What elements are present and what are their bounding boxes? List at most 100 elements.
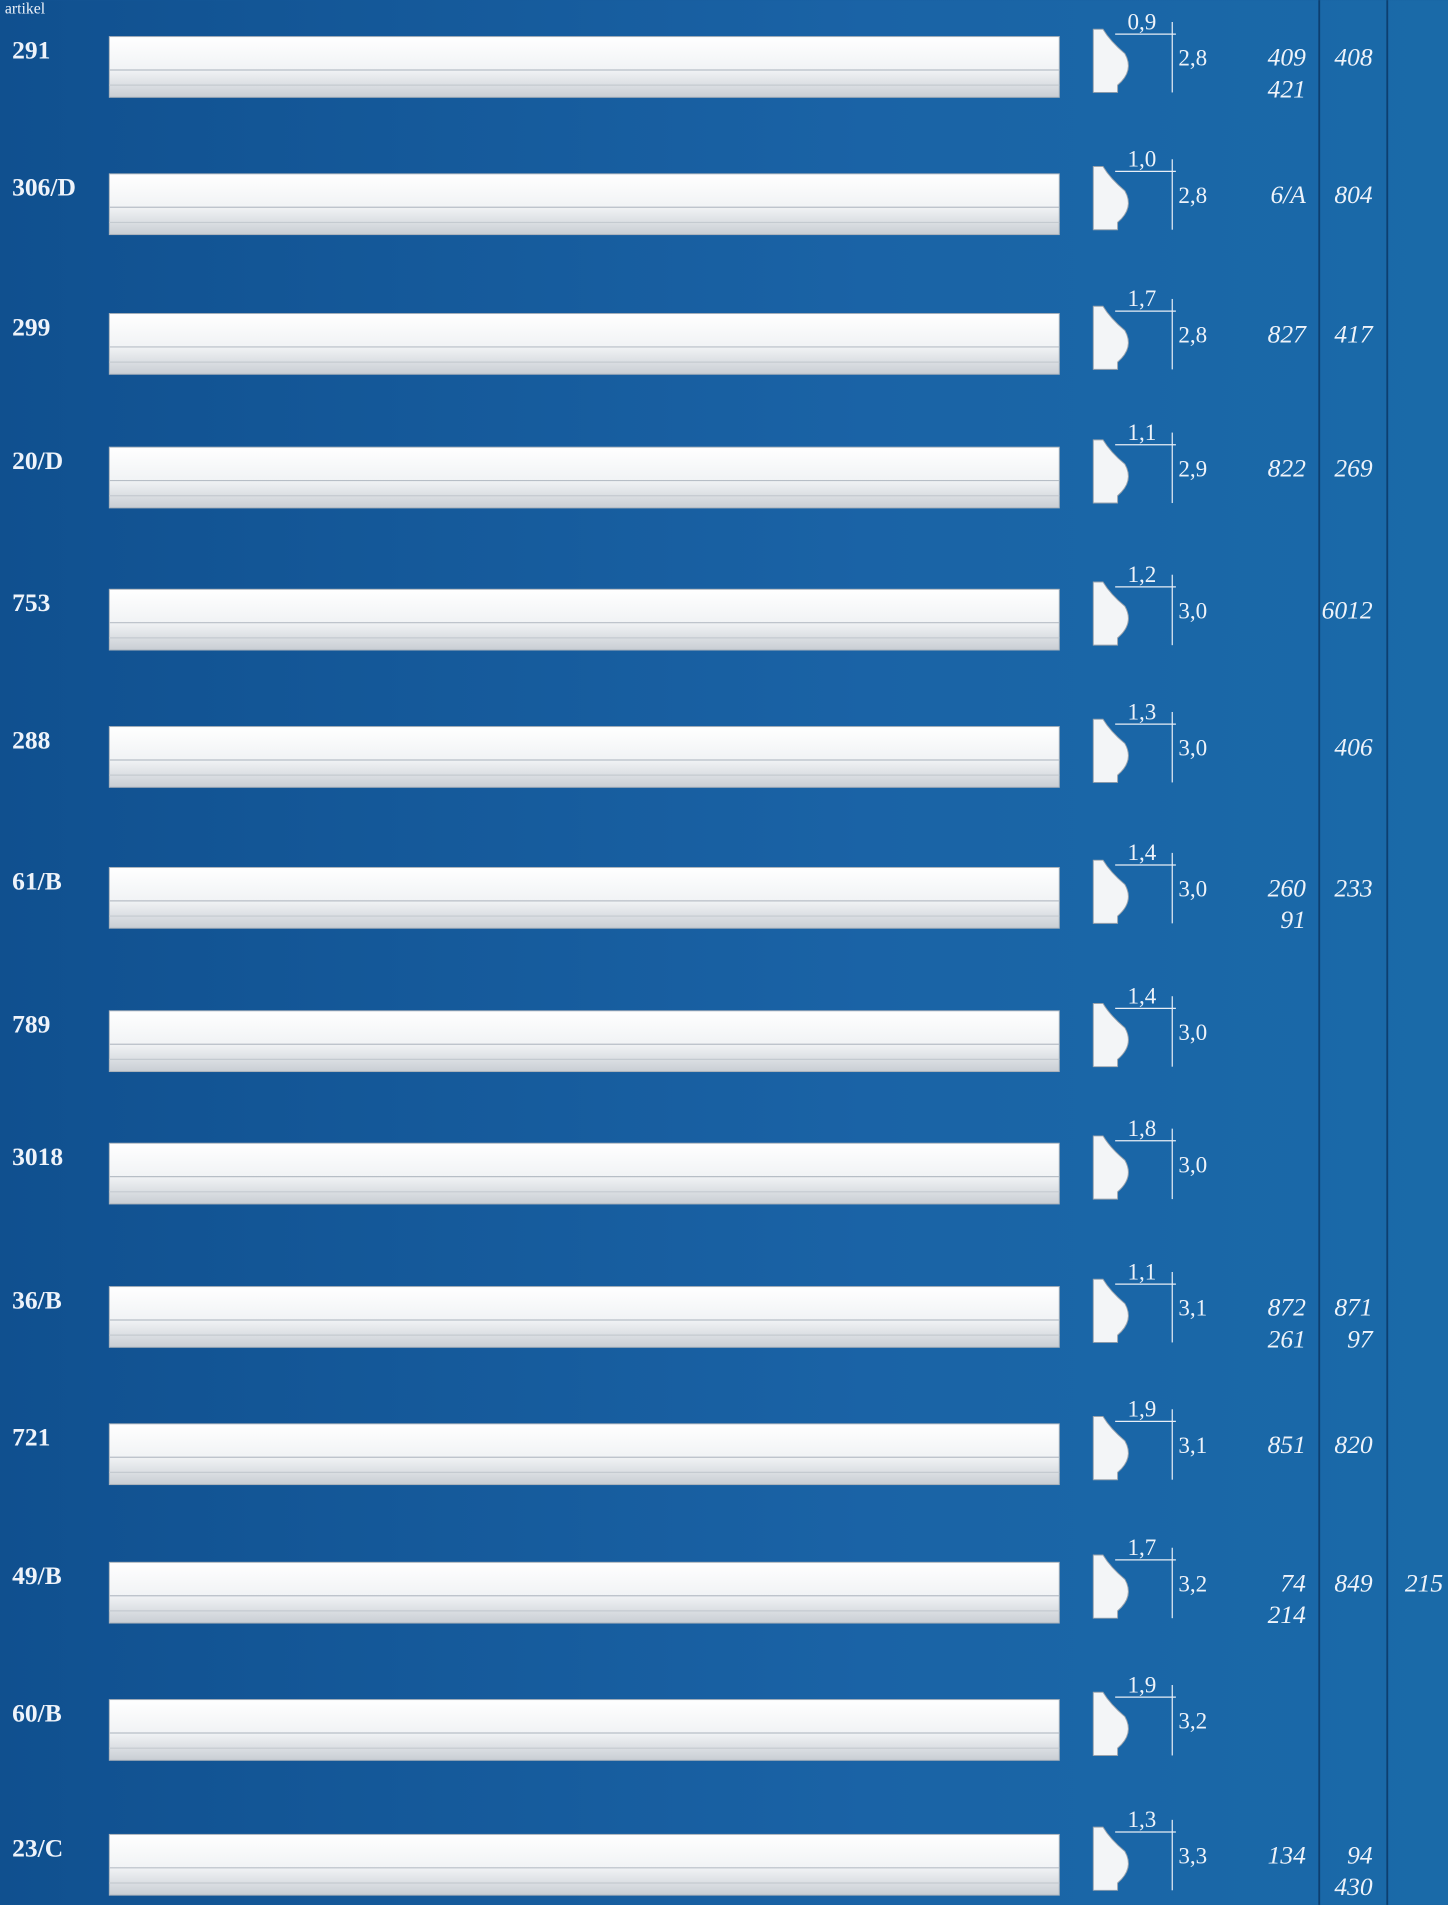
depth: 1,9 bbox=[1127, 1671, 1156, 1697]
depth: 1,1 bbox=[1127, 419, 1156, 445]
reference-number: 74 bbox=[1280, 1568, 1306, 1597]
moulding bbox=[108, 1561, 1060, 1624]
reference-number: 260 bbox=[1268, 874, 1306, 903]
reference-number: 871 bbox=[1334, 1293, 1372, 1322]
profile bbox=[1092, 166, 1129, 231]
reference-number: 421 bbox=[1268, 74, 1306, 103]
article-code: 49/B bbox=[12, 1561, 62, 1590]
moulding bbox=[108, 313, 1060, 375]
depth: 1,7 bbox=[1127, 1534, 1156, 1560]
profile bbox=[1092, 1691, 1129, 1756]
moulding bbox=[108, 1699, 1060, 1761]
profile bbox=[1092, 1826, 1129, 1891]
height: 3,1 bbox=[1178, 1432, 1207, 1458]
reference-number: 820 bbox=[1334, 1430, 1373, 1459]
profile bbox=[1092, 1416, 1129, 1481]
depth: 1,4 bbox=[1127, 983, 1156, 1009]
depth: 1,0 bbox=[1127, 146, 1156, 172]
article-code: 20/D bbox=[12, 446, 63, 475]
article-code: 23/C bbox=[12, 1833, 63, 1862]
height: 3,1 bbox=[1178, 1295, 1207, 1321]
header-label: artikel bbox=[5, 0, 46, 17]
reference-number: 6/A bbox=[1270, 180, 1306, 209]
depth: 1,8 bbox=[1127, 1115, 1156, 1141]
moulding bbox=[108, 1833, 1060, 1896]
article-code: 753 bbox=[12, 588, 50, 617]
article-code: 299 bbox=[12, 312, 50, 341]
article-code: 721 bbox=[12, 1423, 50, 1452]
height: 3,3 bbox=[1178, 1843, 1207, 1869]
depth: 1,9 bbox=[1127, 1396, 1156, 1422]
moulding bbox=[108, 866, 1060, 929]
height: 3,2 bbox=[1178, 1570, 1207, 1596]
height: 3,0 bbox=[1178, 597, 1207, 623]
reference-number: 97 bbox=[1347, 1324, 1374, 1353]
height: 3,0 bbox=[1178, 1019, 1207, 1045]
depth: 1,4 bbox=[1127, 839, 1156, 865]
reference-number: 430 bbox=[1334, 1872, 1373, 1901]
reference-number: 872 bbox=[1268, 1293, 1306, 1322]
depth: 1,2 bbox=[1127, 561, 1156, 587]
reference-number: 849 bbox=[1334, 1568, 1373, 1597]
profile bbox=[1092, 1278, 1129, 1343]
moulding bbox=[108, 1423, 1060, 1486]
article-code: 306/D bbox=[12, 173, 76, 202]
article-code: 36/B bbox=[12, 1285, 62, 1314]
depth: 1,1 bbox=[1127, 1258, 1156, 1284]
article-code: 3018 bbox=[12, 1142, 63, 1171]
reference-number: 233 bbox=[1334, 874, 1372, 903]
reference-number: 409 bbox=[1268, 43, 1306, 72]
reference-number: 851 bbox=[1268, 1430, 1306, 1459]
reference-number: 94 bbox=[1347, 1841, 1373, 1870]
moulding bbox=[108, 1142, 1060, 1205]
reference-number: 214 bbox=[1268, 1600, 1306, 1629]
reference-number: 215 bbox=[1405, 1568, 1443, 1597]
height: 3,0 bbox=[1178, 735, 1207, 761]
height: 2,8 bbox=[1178, 45, 1207, 71]
article-code: 61/B bbox=[12, 866, 62, 895]
reference-number: 406 bbox=[1334, 733, 1373, 762]
profile bbox=[1092, 305, 1129, 370]
profile bbox=[1092, 1135, 1129, 1200]
depth: 1,3 bbox=[1127, 1806, 1156, 1832]
reference-number: 6012 bbox=[1322, 595, 1373, 624]
height: 2,8 bbox=[1178, 182, 1207, 208]
moulding bbox=[108, 1010, 1060, 1073]
reference-number: 134 bbox=[1268, 1841, 1306, 1870]
height: 3,0 bbox=[1178, 876, 1207, 902]
height: 3,0 bbox=[1178, 1151, 1207, 1177]
article-code: 60/B bbox=[12, 1698, 62, 1727]
height: 3,2 bbox=[1178, 1708, 1207, 1734]
height: 2,8 bbox=[1178, 322, 1207, 348]
depth: 0,9 bbox=[1127, 8, 1156, 34]
moulding bbox=[108, 588, 1060, 651]
reference-number: 827 bbox=[1268, 320, 1308, 349]
reference-number: 269 bbox=[1334, 453, 1373, 482]
reference-number: 804 bbox=[1334, 180, 1373, 209]
moulding bbox=[108, 36, 1060, 98]
height: 2,9 bbox=[1178, 455, 1207, 481]
reference-number: 261 bbox=[1268, 1324, 1306, 1353]
moulding bbox=[108, 446, 1060, 509]
profile bbox=[1092, 859, 1129, 924]
depth: 1,3 bbox=[1127, 698, 1156, 724]
article-code: 291 bbox=[12, 35, 50, 64]
reference-number: 822 bbox=[1268, 453, 1306, 482]
moulding bbox=[108, 726, 1060, 788]
depth: 1,7 bbox=[1127, 285, 1156, 311]
moulding bbox=[108, 1286, 1060, 1348]
profile bbox=[1092, 581, 1129, 646]
reference-number: 417 bbox=[1334, 320, 1374, 349]
reference-number: 91 bbox=[1280, 905, 1305, 934]
article-code: 288 bbox=[12, 725, 50, 754]
article-code: 789 bbox=[12, 1010, 50, 1039]
reference-number: 408 bbox=[1334, 43, 1373, 72]
moulding bbox=[108, 173, 1060, 236]
profile bbox=[1092, 439, 1129, 504]
profile bbox=[1092, 28, 1129, 93]
profile bbox=[1092, 1003, 1129, 1068]
profile bbox=[1092, 1554, 1129, 1619]
profile bbox=[1092, 718, 1129, 783]
